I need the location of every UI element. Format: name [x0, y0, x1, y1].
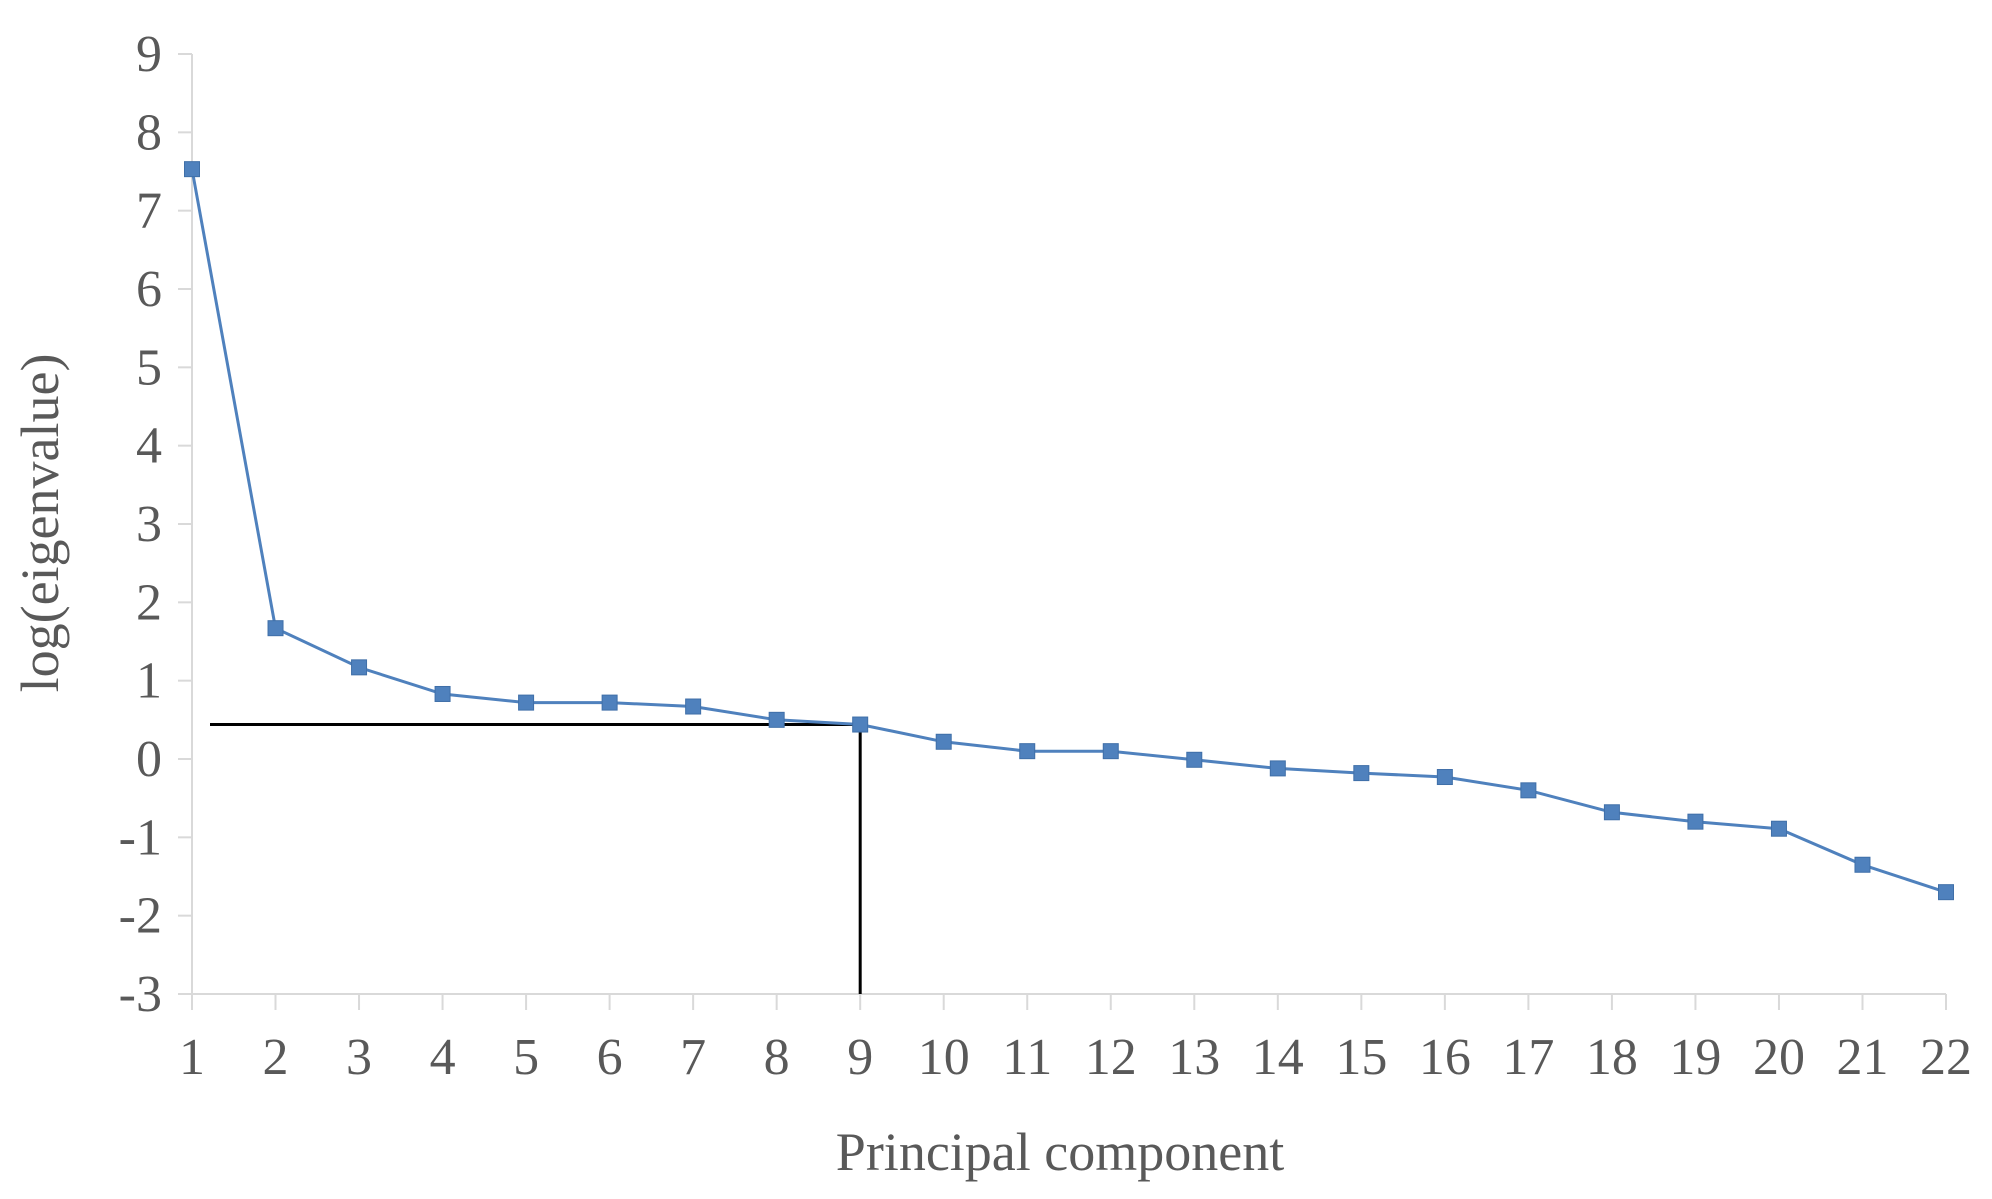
data-point-marker — [1854, 856, 1871, 873]
data-point-marker — [768, 711, 785, 728]
y-tick-label: 6 — [136, 261, 162, 318]
x-tick-label: 14 — [1252, 1029, 1304, 1086]
x-axis: 1 2 3 4 5 6 7 8 9 10 11 12 13 14 15 16 17 18 19 20 21 22 — [179, 993, 1972, 1086]
x-tick-label: 4 — [430, 1029, 456, 1086]
data-point-marker — [935, 733, 952, 750]
y-axis-title: log(eigenvalue) — [10, 354, 70, 693]
x-tick-label: 17 — [1502, 1029, 1554, 1086]
data-point-marker — [1520, 782, 1537, 799]
x-tick-label: 6 — [597, 1029, 623, 1086]
data-point-marker — [601, 694, 618, 711]
series-group — [184, 161, 1954, 901]
y-tick-label: 7 — [136, 183, 162, 240]
x-tick-label: 1 — [179, 1029, 205, 1086]
data-point-marker — [1436, 769, 1453, 786]
x-tick-label: 12 — [1085, 1029, 1137, 1086]
reference-lines — [210, 723, 862, 994]
y-tick-label: 3 — [136, 496, 162, 553]
data-point-marker — [184, 161, 200, 178]
data-point-marker — [1102, 743, 1119, 760]
x-tick-label: 7 — [680, 1029, 706, 1086]
data-point-marker — [685, 698, 702, 715]
x-tick-label: 2 — [263, 1029, 289, 1086]
x-tick-label: 16 — [1419, 1029, 1471, 1086]
y-tick-label: 9 — [136, 26, 162, 83]
data-point-marker — [267, 620, 284, 637]
data-point-marker — [1019, 743, 1036, 760]
y-tick-label: 0 — [136, 731, 162, 788]
y-tick-label: 5 — [136, 339, 162, 396]
x-axis-title: Principal component — [836, 1122, 1284, 1182]
x-tick-label: 8 — [764, 1029, 790, 1086]
data-point-marker — [518, 694, 535, 711]
x-tick-label: 3 — [346, 1029, 372, 1086]
data-point-marker — [1353, 765, 1370, 782]
y-tick-label: -1 — [119, 809, 162, 866]
series-line — [190, 168, 1947, 894]
x-tick-label: 21 — [1836, 1029, 1888, 1086]
data-point-marker — [1687, 813, 1704, 830]
y-tick-label: 1 — [136, 653, 162, 710]
x-tick-label: 20 — [1753, 1029, 1805, 1086]
y-tick-label: -3 — [119, 966, 162, 1023]
x-tick-label: 18 — [1586, 1029, 1638, 1086]
y-tick-label: 8 — [136, 104, 162, 161]
x-tick-label: 5 — [513, 1029, 539, 1086]
data-point-marker — [1603, 804, 1620, 821]
data-point-marker — [1269, 760, 1286, 777]
x-tick-label: 11 — [1002, 1029, 1052, 1086]
data-point-marker — [1186, 751, 1203, 768]
x-tick-label: 10 — [918, 1029, 970, 1086]
data-point-marker — [1770, 820, 1787, 837]
x-tick-label: 9 — [847, 1029, 873, 1086]
x-tick-label: 19 — [1669, 1029, 1721, 1086]
y-tick-label: 4 — [136, 418, 162, 475]
data-point-marker — [434, 685, 451, 702]
y-tick-label: -2 — [119, 888, 162, 945]
data-point-marker — [852, 716, 869, 733]
x-tick-label: 13 — [1168, 1029, 1220, 1086]
data-point-marker — [351, 659, 368, 676]
y-axis: 9 8 7 6 5 4 3 2 1 0 -1 -2 -3 — [119, 26, 193, 1023]
data-point-marker — [1938, 884, 1954, 901]
x-tick-label: 15 — [1335, 1029, 1387, 1086]
y-tick-label: 2 — [136, 574, 162, 631]
x-tick-label: 22 — [1920, 1029, 1972, 1086]
